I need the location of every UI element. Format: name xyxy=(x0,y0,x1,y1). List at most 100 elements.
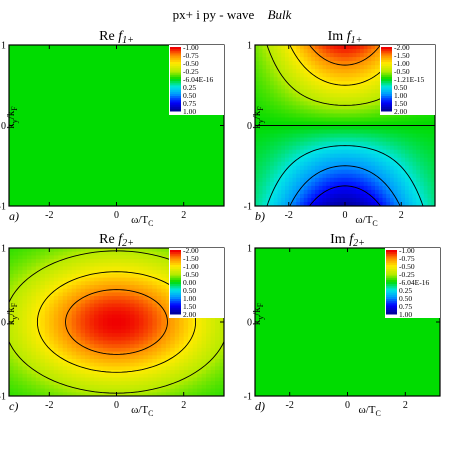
heat-cell xyxy=(397,129,402,135)
heat-cell xyxy=(266,193,271,199)
heat-cell xyxy=(17,185,24,191)
heat-cell xyxy=(296,137,301,143)
heat-cell xyxy=(22,336,28,342)
heat-cell xyxy=(116,133,122,139)
heat-cell xyxy=(53,101,59,106)
heat-cell xyxy=(9,57,15,62)
heat-cell xyxy=(94,296,100,301)
heat-cell xyxy=(53,109,59,115)
heat-cell xyxy=(201,197,207,203)
heat-cell xyxy=(341,49,346,54)
heat-cell xyxy=(120,173,127,179)
heat-cell xyxy=(262,57,267,62)
heat-cell xyxy=(134,181,140,187)
heat-cell xyxy=(281,73,286,78)
heat-cell xyxy=(85,157,91,163)
heat-cell xyxy=(13,53,19,58)
heat-cell xyxy=(22,145,28,151)
legend-level-label: -6.04E-16 xyxy=(183,75,213,84)
heat-cell xyxy=(420,177,425,183)
heat-cell xyxy=(125,49,131,54)
heat-cell xyxy=(120,189,127,195)
heat-cell xyxy=(85,113,91,119)
heat-cell xyxy=(80,101,86,106)
heat-cell xyxy=(262,117,267,123)
heat-cell xyxy=(9,347,15,353)
heat-cell xyxy=(98,262,104,268)
heat-cell xyxy=(296,145,301,151)
heat-cell xyxy=(285,137,290,143)
heat-cell xyxy=(120,45,127,50)
heat-cell xyxy=(134,137,140,143)
heat-cell xyxy=(210,113,216,119)
heat-cell xyxy=(360,49,365,54)
heat-cell xyxy=(341,181,346,187)
heat-cell xyxy=(307,117,312,123)
heat-cell xyxy=(44,149,50,155)
heat-cell xyxy=(416,177,421,183)
heat-cell xyxy=(431,161,435,167)
heat-cell xyxy=(360,137,365,143)
heat-cell xyxy=(318,161,324,167)
heat-cell xyxy=(85,77,91,82)
heat-cell xyxy=(266,125,271,131)
heat-cell xyxy=(98,181,104,187)
heat-cell xyxy=(98,157,104,163)
heat-cell xyxy=(270,121,275,127)
heat-cell xyxy=(360,45,365,50)
heat-cell xyxy=(405,193,410,199)
heat-cell xyxy=(183,201,189,206)
heat-cell xyxy=(9,145,15,151)
heat-cell xyxy=(183,141,189,147)
heat-cell xyxy=(53,370,59,375)
heat-cell xyxy=(215,133,221,139)
heat-cell xyxy=(356,137,361,143)
heat-cell xyxy=(431,145,435,151)
heat-cell xyxy=(112,129,118,135)
heat-cell xyxy=(405,197,410,203)
heat-cell xyxy=(147,141,153,147)
heat-cell xyxy=(215,157,221,163)
heat-cell xyxy=(292,101,297,106)
heat-cell xyxy=(147,89,153,94)
heat-cell xyxy=(112,285,118,290)
heat-cell xyxy=(89,101,95,106)
heat-cell xyxy=(67,149,73,155)
heat-cell xyxy=(62,288,68,293)
heat-cell xyxy=(147,81,153,86)
heat-cell xyxy=(40,377,46,382)
heat-cell xyxy=(174,153,180,159)
heat-cell xyxy=(255,105,260,111)
heat-cell xyxy=(116,53,122,58)
heat-cell xyxy=(13,129,19,135)
heat-cell xyxy=(206,177,212,183)
heat-cell xyxy=(71,251,77,256)
heat-cell xyxy=(120,93,127,98)
heat-cell xyxy=(49,109,55,115)
heat-cell xyxy=(17,310,24,316)
heat-cell xyxy=(277,145,282,151)
heat-cell xyxy=(17,93,24,98)
heat-cell xyxy=(288,181,294,187)
heat-cell xyxy=(35,318,41,323)
heat-cell xyxy=(210,177,216,183)
heat-cell xyxy=(89,149,95,155)
heat-cell xyxy=(188,129,194,135)
heat-cell xyxy=(393,133,399,139)
heat-cell xyxy=(401,137,406,143)
heat-cell xyxy=(337,197,342,203)
heat-cell xyxy=(270,53,275,58)
heat-cell xyxy=(31,65,37,70)
heat-cell xyxy=(330,45,335,50)
heat-cell xyxy=(71,49,77,54)
heat-cell xyxy=(352,189,357,195)
heat-cell xyxy=(375,165,380,171)
heat-cell xyxy=(112,273,118,279)
heat-cell xyxy=(22,153,28,159)
heat-cell xyxy=(258,77,264,82)
heat-cell xyxy=(80,73,86,78)
heat-cell xyxy=(356,165,361,171)
heat-cell xyxy=(179,173,185,179)
heat-cell xyxy=(201,145,207,151)
heat-cell xyxy=(147,45,153,50)
